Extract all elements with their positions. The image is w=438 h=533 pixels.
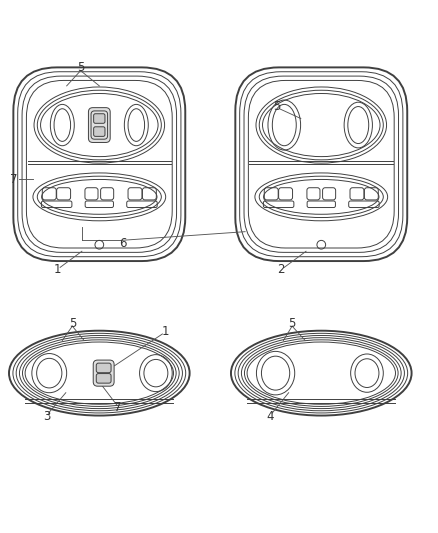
Text: 7: 7: [114, 401, 122, 415]
Text: 1: 1: [53, 263, 61, 277]
FancyBboxPatch shape: [94, 127, 105, 136]
Text: 6: 6: [120, 237, 127, 250]
FancyBboxPatch shape: [88, 108, 110, 142]
Text: 2: 2: [278, 263, 285, 277]
Text: 3: 3: [43, 410, 51, 423]
Text: 5: 5: [69, 317, 76, 329]
Text: 5: 5: [273, 100, 281, 114]
Text: 4: 4: [267, 410, 274, 423]
FancyBboxPatch shape: [96, 363, 111, 373]
Text: 7: 7: [10, 173, 18, 186]
Text: 5: 5: [77, 61, 84, 74]
Text: 1: 1: [162, 325, 170, 338]
Text: 5: 5: [289, 317, 296, 329]
FancyBboxPatch shape: [94, 114, 105, 123]
FancyBboxPatch shape: [93, 360, 114, 386]
FancyBboxPatch shape: [96, 374, 111, 383]
